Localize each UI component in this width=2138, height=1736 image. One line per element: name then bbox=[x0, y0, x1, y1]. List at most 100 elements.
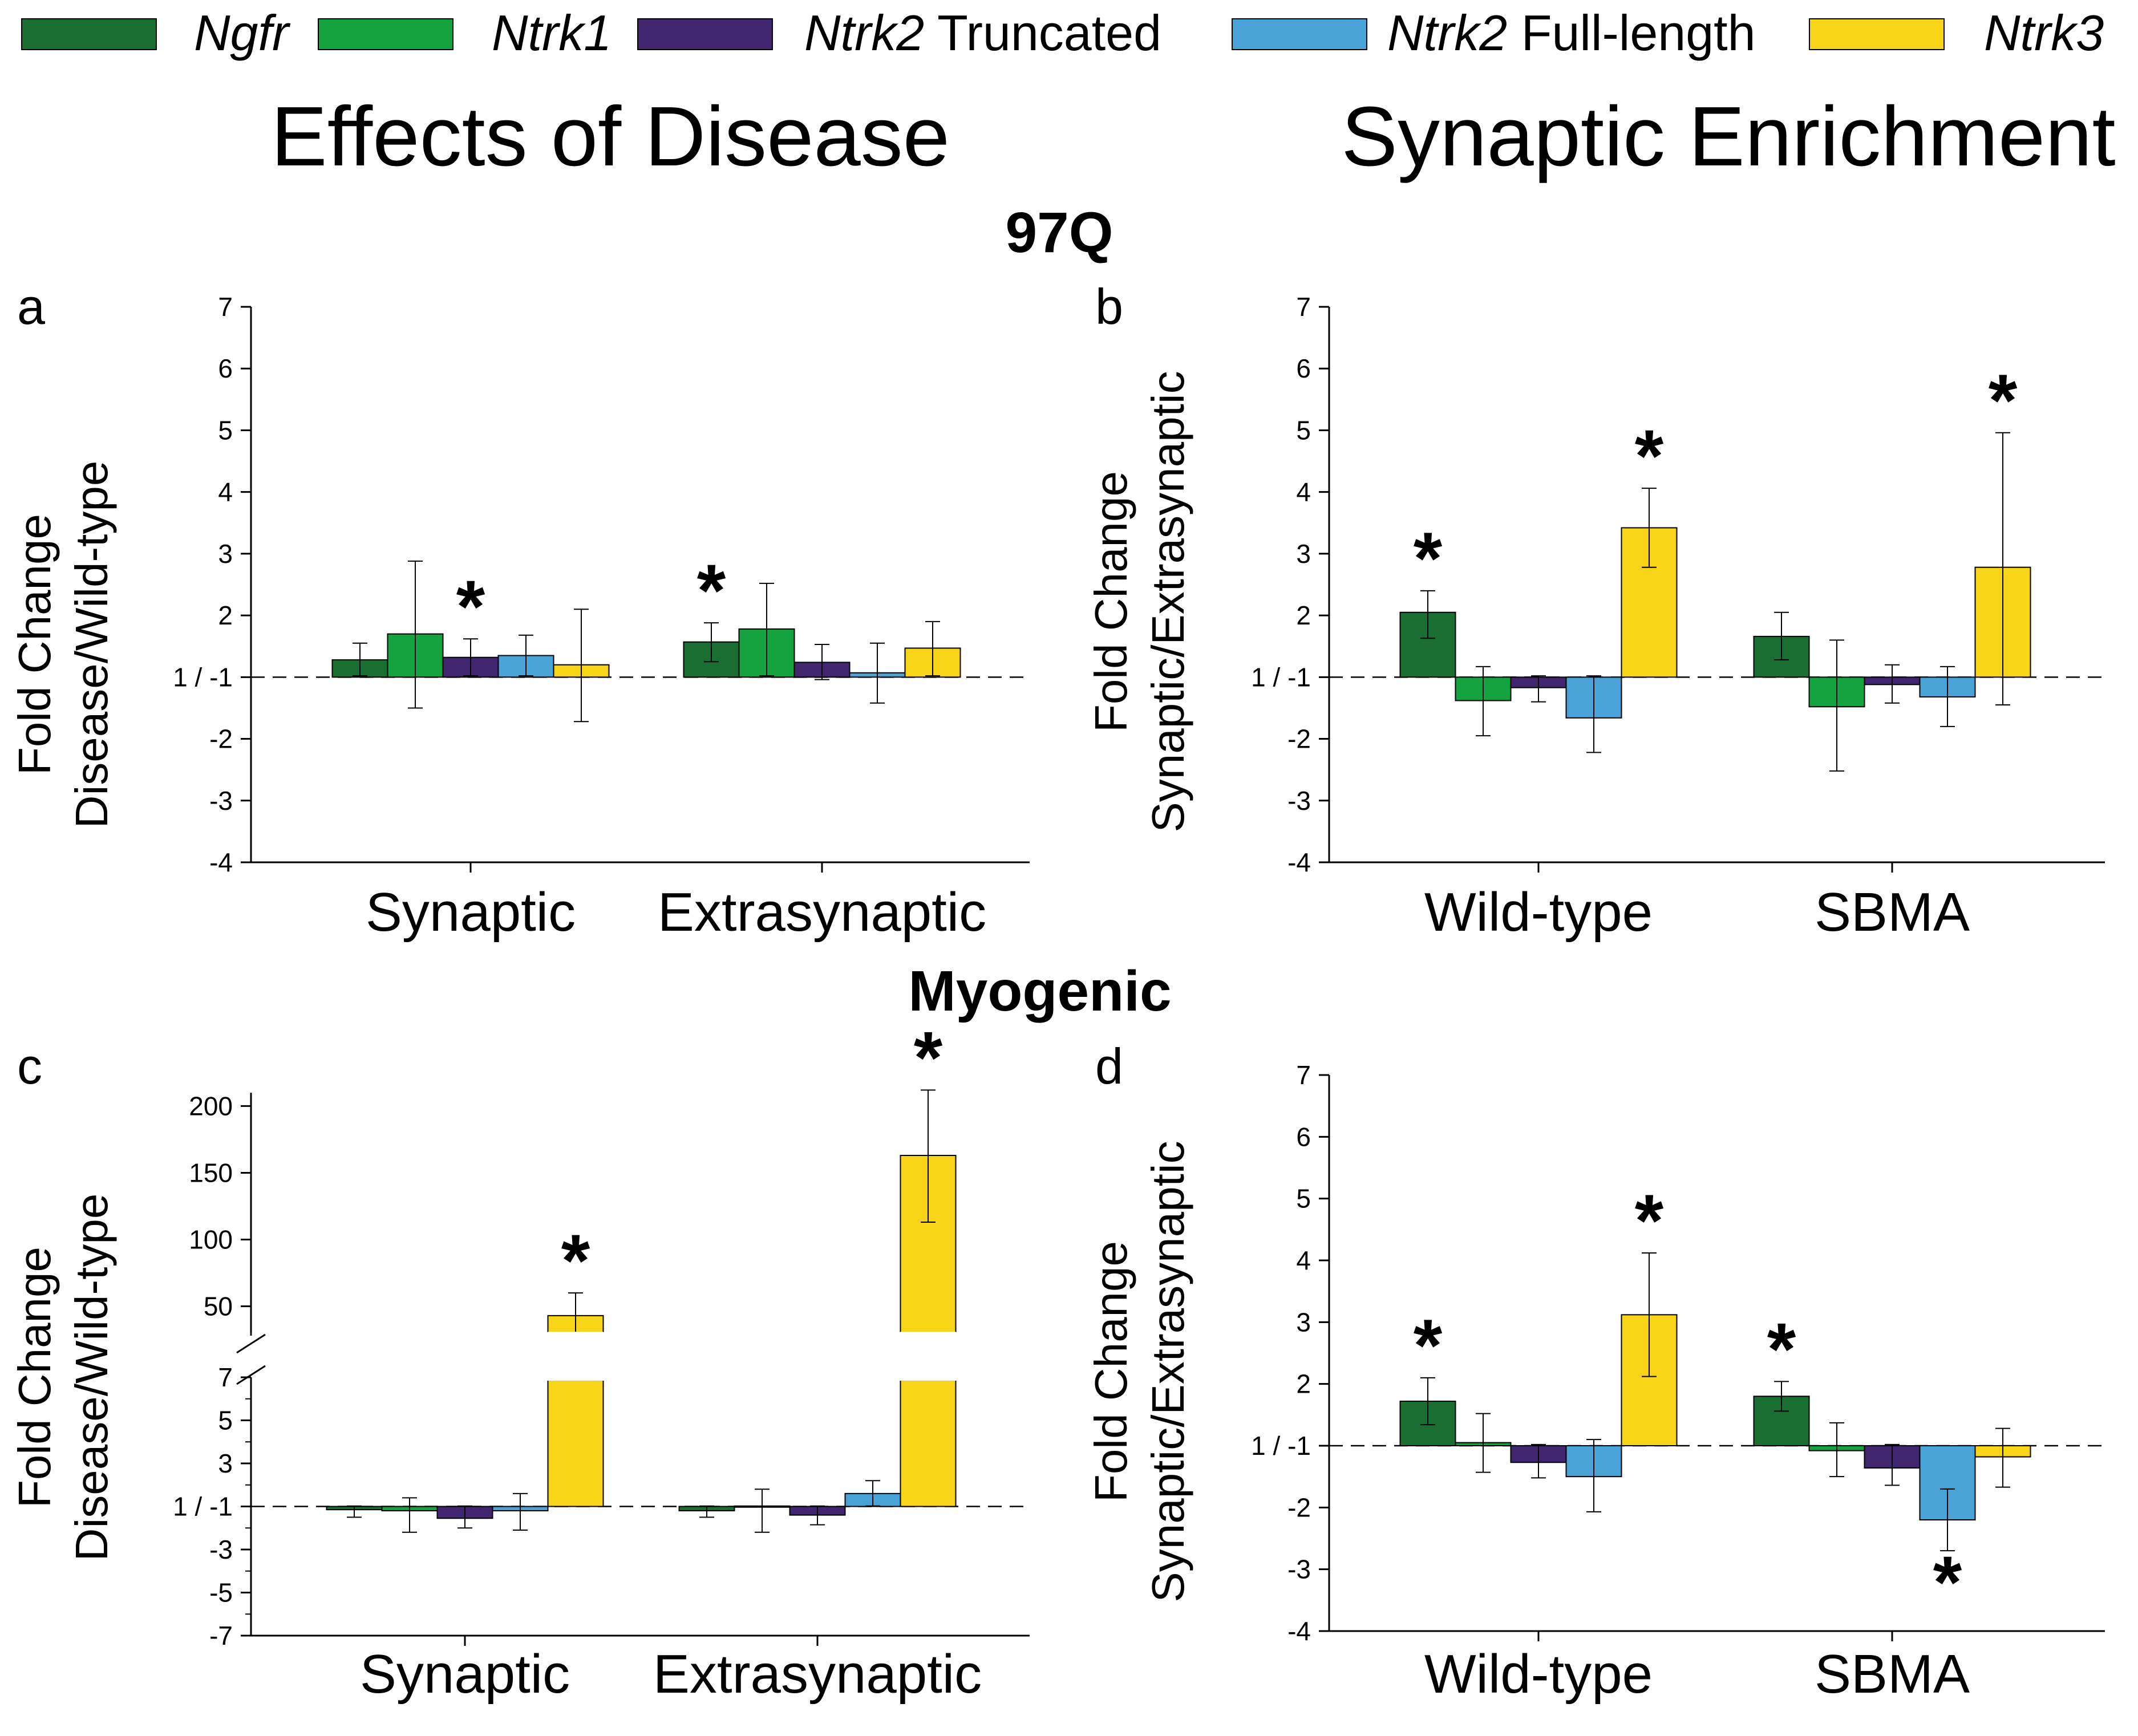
chart-b: -4 -3 -2 1 / -1 2 3 4 5 6 7 Wild-type SBMA * * * Fold C… bbox=[1086, 292, 2105, 943]
ytick-label-b-2: -2 bbox=[1287, 724, 1311, 754]
axis-break-mark-lower-c bbox=[236, 1365, 266, 1385]
heading-effects-of-disease: Effects of Disease bbox=[271, 90, 950, 184]
ytick-label-b-4: -4 bbox=[1287, 847, 1311, 877]
ytick-label-b-6: 6 bbox=[1296, 354, 1311, 383]
legend: Ngfr Ntrk1 Ntrk2 Truncated Ntrk2 Full-le… bbox=[21, 5, 2104, 61]
significance-b-wild-type-ngfr: * bbox=[1414, 517, 1443, 600]
panel-letter-d: d bbox=[1095, 1038, 1123, 1094]
legend-label-ntrk2-full-length: Ntrk2 Full-length bbox=[1387, 5, 1756, 61]
ylabel-a-line1: Fold Change bbox=[9, 514, 60, 775]
ytick-label-a-2: 2 bbox=[218, 601, 233, 630]
ytick-label-lower-c-1-1: 1 / -1 bbox=[173, 1492, 233, 1522]
bar-break-gap-c-synaptic-ntrk3 bbox=[544, 1332, 607, 1381]
ylabel-d-line2: Synaptic/Extrasynaptic bbox=[1143, 1141, 1193, 1602]
legend-swatch-ntrk3 bbox=[1809, 18, 1945, 50]
category-label-a-synaptic: Synaptic bbox=[366, 882, 576, 943]
legend-label-ntrk2-full-suffix: Full-length bbox=[1507, 5, 1755, 61]
ytick-label-d-4: -4 bbox=[1287, 1616, 1311, 1646]
ylabel-a-line2: Disease/Wild-type bbox=[66, 461, 117, 829]
category-label-b-wild-type: Wild-type bbox=[1424, 882, 1653, 943]
ytick-label-d-2: -2 bbox=[1287, 1492, 1311, 1522]
category-label-c-extrasynaptic: Extrasynaptic bbox=[653, 1644, 982, 1705]
panel-letter-b: b bbox=[1095, 278, 1123, 335]
chart-d: -4 -3 -2 1 / -1 2 3 4 5 6 7 Wild-type SBMA * * * * Fold … bbox=[1086, 1060, 2105, 1705]
ytick-label-lower-c-3: -3 bbox=[209, 1535, 233, 1564]
ytick-label-b-7: 7 bbox=[1296, 292, 1311, 322]
legend-swatch-ntrk2-full-length bbox=[1232, 18, 1367, 50]
significance-c-extrasynaptic-ntrk3: * bbox=[914, 1016, 943, 1099]
legend-label-ntrk2-full-gene: Ntrk2 bbox=[1387, 5, 1507, 61]
ytick-label-lower-c-7: 7 bbox=[218, 1362, 233, 1392]
ylabel-d-line1: Fold Change bbox=[1086, 1241, 1136, 1502]
heading-synaptic-enrichment: Synaptic Enrichment bbox=[1341, 90, 2115, 184]
legend-label-ntrk3: Ntrk3 bbox=[1984, 5, 2104, 61]
category-label-b-sbma: SBMA bbox=[1815, 882, 1970, 943]
row-heading-97q: 97Q bbox=[1005, 201, 1113, 265]
ytick-label-a-6: 6 bbox=[218, 354, 233, 383]
chart-a: -4 -3 -2 1 / -1 2 3 4 5 6 7 Synaptic Extrasynaptic *… bbox=[9, 292, 1030, 943]
legend-label-ntrk2-truncated-suffix: Truncated bbox=[924, 5, 1161, 61]
ylabel-c-line1: Fold Change bbox=[9, 1247, 60, 1508]
significance-a-extrasynaptic-ngfr: * bbox=[697, 549, 726, 632]
legend-label-ngfr: Ngfr bbox=[194, 5, 291, 61]
category-label-c-synaptic: Synaptic bbox=[360, 1644, 570, 1705]
ytick-label-d-4: 4 bbox=[1296, 1246, 1311, 1275]
significance-b-sbma-ntrk3: * bbox=[1989, 359, 2018, 442]
legend-swatch-ntrk1 bbox=[318, 18, 453, 50]
ytick-label-d-3: -3 bbox=[1287, 1555, 1311, 1584]
ytick-label-a-4: -4 bbox=[209, 847, 233, 877]
category-label-d-wild-type: Wild-type bbox=[1424, 1644, 1653, 1705]
significance-d-sbma-ntrk2-full-length: * bbox=[1933, 1540, 1962, 1624]
ytick-label-a-3: 3 bbox=[218, 539, 233, 569]
ytick-label-b-3: -3 bbox=[1287, 786, 1311, 816]
significance-d-wild-type-ntrk3: * bbox=[1635, 1179, 1664, 1262]
significance-b-wild-type-ntrk3: * bbox=[1635, 414, 1664, 497]
ytick-label-a-4: 4 bbox=[218, 477, 233, 507]
panel-letter-c: c bbox=[17, 1038, 42, 1094]
bar-break-gap-c-extrasynaptic-ntrk3 bbox=[897, 1332, 959, 1381]
ytick-label-b-2: 2 bbox=[1296, 601, 1311, 630]
panel-letter-a: a bbox=[17, 278, 45, 335]
significance-c-synaptic-ntrk3: * bbox=[561, 1219, 590, 1302]
legend-swatch-ngfr bbox=[21, 18, 157, 50]
ytick-label-upper-c-100: 100 bbox=[189, 1224, 233, 1254]
ytick-label-b-5: 5 bbox=[1296, 415, 1311, 445]
legend-label-ntrk2-truncated-gene: Ntrk2 bbox=[804, 5, 924, 61]
ytick-label-upper-c-50: 50 bbox=[204, 1292, 233, 1321]
ytick-label-d-7: 7 bbox=[1296, 1060, 1311, 1090]
legend-label-ntrk2-truncated: Ntrk2 Truncated bbox=[804, 5, 1161, 61]
ytick-label-a-7: 7 bbox=[218, 292, 233, 322]
significance-a-synaptic-ntrk2-truncated: * bbox=[456, 565, 485, 648]
ytick-label-upper-c-200: 200 bbox=[189, 1091, 233, 1121]
ytick-label-lower-c-7: -7 bbox=[209, 1621, 233, 1650]
significance-d-wild-type-ngfr: * bbox=[1414, 1304, 1443, 1387]
axis-break-mark-upper-c bbox=[236, 1333, 266, 1354]
ylabel-b-line1: Fold Change bbox=[1086, 471, 1136, 732]
legend-label-ntrk1: Ntrk1 bbox=[492, 5, 612, 61]
ylabel-b-line2: Synaptic/Extrasynaptic bbox=[1143, 371, 1193, 832]
ytick-label-lower-c-5: -5 bbox=[209, 1578, 233, 1608]
ytick-label-a-3: -3 bbox=[209, 786, 233, 816]
ytick-label-b-1-1: 1 / -1 bbox=[1251, 662, 1311, 692]
ytick-label-a-2: -2 bbox=[209, 724, 233, 754]
category-label-d-sbma: SBMA bbox=[1815, 1644, 1970, 1705]
chart-c: 50 100 150 200 -7 -5 -3 1 / -1 3 5 7 Synaptic Extras… bbox=[9, 1016, 1030, 1705]
ylabel-c-line2: Disease/Wild-type bbox=[66, 1194, 117, 1561]
row-heading-myogenic: Myogenic bbox=[908, 959, 1171, 1023]
ytick-label-b-4: 4 bbox=[1296, 477, 1311, 507]
ytick-label-a-1-1: 1 / -1 bbox=[173, 662, 233, 692]
category-label-a-extrasynaptic: Extrasynaptic bbox=[658, 882, 986, 943]
ytick-label-d-2: 2 bbox=[1296, 1369, 1311, 1399]
ytick-label-a-5: 5 bbox=[218, 415, 233, 445]
ytick-label-upper-c-150: 150 bbox=[189, 1158, 233, 1187]
legend-swatch-ntrk2-truncated bbox=[637, 18, 773, 50]
ytick-label-d-3: 3 bbox=[1296, 1307, 1311, 1337]
ytick-label-d-5: 5 bbox=[1296, 1184, 1311, 1214]
ytick-label-lower-c-3: 3 bbox=[218, 1449, 233, 1478]
ytick-label-lower-c-5: 5 bbox=[218, 1406, 233, 1435]
ytick-label-b-3: 3 bbox=[1296, 539, 1311, 569]
ytick-label-d-6: 6 bbox=[1296, 1122, 1311, 1151]
ytick-label-d-1-1: 1 / -1 bbox=[1251, 1431, 1311, 1461]
